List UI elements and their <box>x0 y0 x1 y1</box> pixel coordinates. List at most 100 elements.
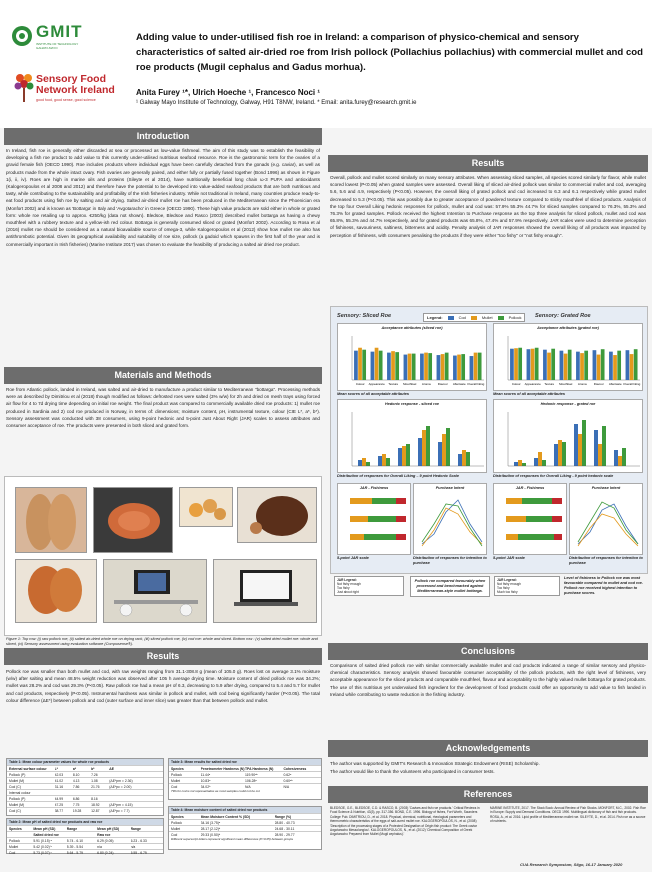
table-cell: Species <box>9 826 22 831</box>
legend-label-pollock: Pollock <box>508 315 522 320</box>
bar-cod <box>370 351 375 380</box>
bar-cod <box>354 350 358 380</box>
poster-authors: Anita Furey ¹*, Ulrich Hoeche ¹, Frances… <box>136 88 321 97</box>
table-cell: Cod <box>171 832 178 837</box>
jar-chart-grated-title: JAR - Fishiness <box>515 486 545 490</box>
bar-cod <box>510 348 514 380</box>
references-heading: References <box>328 786 648 803</box>
acceptance-chart-grated: Acceptance attributes (grated roe) Colou… <box>493 323 643 391</box>
bar-mullet <box>358 347 362 380</box>
table-2: Table 2: Mean pH of salted dried roe pro… <box>6 818 164 855</box>
bar-cod <box>609 351 613 380</box>
ack-text-2: The author would like to thank the volun… <box>330 769 495 774</box>
x-tick-label: Appearance <box>369 382 386 386</box>
table-3: Table 3: Mean results for salted dried r… <box>168 758 322 800</box>
bar-mullet <box>407 353 412 380</box>
table-row: Pollock 5.91 (0.15) ᵃ 5.74 - 6.10 6.29 (0.0… <box>7 837 163 843</box>
table-cell: Cod (C) <box>9 784 21 789</box>
bar-pollock <box>518 347 523 380</box>
table-cell: Pollock <box>171 820 182 825</box>
jar-sliced-stacked-bars <box>350 498 406 540</box>
purchase-chart-grated: Purchase Intent <box>569 483 643 555</box>
methods-text: Roe from Atlantic pollock, landed in Ire… <box>6 387 320 429</box>
table-cell <box>109 791 161 795</box>
x-tick-label: Colour <box>512 382 521 386</box>
jar-legend-right-3: Much too fishy <box>497 590 518 594</box>
legend-title: Legend: <box>427 315 443 320</box>
results-left-heading: Results <box>4 648 322 665</box>
bar-mullet <box>440 354 445 380</box>
hedonic-chart-grated: Hedonic response - grated roe <box>493 399 643 473</box>
bar-mullet <box>629 354 634 380</box>
table-cell: a* <box>72 766 77 771</box>
table-cell: 28.17 (2.12)ᵇ <box>200 826 221 831</box>
table-cell: Mullet (M) <box>9 802 25 807</box>
table-cell: 5.64 - 5.79 <box>66 850 83 855</box>
table-cell <box>109 773 161 777</box>
table-cell: 6.23 - 6.33 <box>130 838 147 843</box>
table-2-title: Table 2: Mean pH of salted dried roe pro… <box>7 819 163 825</box>
photo-laptop <box>213 559 317 623</box>
table-cell: Pollock (P) <box>9 772 26 777</box>
acceptance-chart-sliced-svg: Colour Appearance Texture Mouthfeel Aroma Fla… <box>351 336 485 386</box>
figure-1 <box>4 476 322 636</box>
table-row: Cod 29.33 (0.50)ᵇ 28.90 - 29.77 <box>169 831 321 837</box>
raw-roe-image <box>26 494 76 550</box>
table-row: Cod (C) 38.77 19.28 12.87 (ΔE*pc = 7.7) <box>7 807 163 813</box>
photo-raw-pollock-roe <box>15 487 87 553</box>
table-row: Cod (C) 31.16 7.86 21.76 (ΔE*pc = 2.00) <box>7 783 163 789</box>
purchase-chart-grated-title: Purchase Intent <box>591 486 621 490</box>
table-header-row: Species Mean pH (SD) Range Mean pH (SD) Rang… <box>7 825 163 831</box>
bar-mullet <box>374 347 379 380</box>
table-cell: Range (%) <box>274 814 292 819</box>
bar-cod <box>543 349 547 380</box>
ack-text-1: The author was supported by GMIT's Resea… <box>330 761 540 766</box>
x-tick-label: Flavour <box>594 382 604 386</box>
table-header-row: External surface colour L* a* b* ΔE <box>7 765 163 771</box>
table-cell: 8.16 <box>91 796 98 801</box>
table-4-body: Species Mean Moisture Content % (SD) Range… <box>169 813 321 837</box>
table-header-row: Species Penetrometer Hardness (N) TPA Hard… <box>169 765 321 771</box>
sensory-figure: Sensory: Sliced Roe Sensory: Grated Roe … <box>330 306 648 574</box>
dist-caption-left: Distribution of responses for Overall Li… <box>337 474 459 478</box>
table-3-title: Table 3: Mean results for salted dried r… <box>169 759 321 765</box>
bar-cod <box>403 354 408 380</box>
poster-header: GMIT INSTITUTE OF TECHNOLOGY GALWAY-MAYO… <box>0 0 652 128</box>
table-cell: n/a <box>130 844 136 849</box>
table-cell <box>131 833 161 837</box>
x-tick-label: Texture <box>544 382 554 386</box>
table-cell: (ΔE*pc = 7.7) <box>109 808 130 813</box>
bar-mullet <box>580 353 584 380</box>
legend-swatch-mullet <box>470 315 477 320</box>
acceptance-chart-grated-svg: Colour Appearance Texture Mouthfeel Aroma Fla… <box>507 336 641 386</box>
table-cell: n/a <box>97 844 102 849</box>
poster-affiliation: ¹ Galway Mayo Institute of Technology, G… <box>136 100 417 106</box>
photo-sliced-pollock <box>179 487 233 527</box>
table-cell: Cod <box>171 784 178 789</box>
table-cell: Cod (C) <box>9 808 21 813</box>
sfni-logo: Sensory Food Network Ireland good food, … <box>10 70 130 110</box>
bar-cod <box>436 355 441 380</box>
purchase-chart-sliced: Purchase Intent <box>413 483 487 555</box>
table-cell: 28.90 - 29.77 <box>274 832 295 837</box>
table-cell: Species <box>171 766 184 771</box>
table-subheader-row: Salted dried roe Raw roe <box>7 831 163 837</box>
table-row: Mullet 10.83ᵃ 106.28ᵃ 0.60ᵃᵇ <box>169 777 321 783</box>
x-tick-label: Overall liking <box>623 382 641 386</box>
jar-left-caption: 5-point JAR scale <box>337 556 369 560</box>
photo-sensory-booth <box>103 559 207 623</box>
table-cell: Mean Moisture Content % (SD) <box>200 814 250 819</box>
note-left: Pollock roe compared favourably when pro… <box>414 579 486 593</box>
bar-pollock <box>633 349 638 380</box>
references-right: MARINE INSTITUTE, 2017. The Stock Book: … <box>490 806 646 824</box>
table-cell: 6.80 (0.24) <box>97 850 114 855</box>
hedonic-grated-bars <box>514 420 626 466</box>
table-cell: 41.02 <box>54 778 64 783</box>
table-cell: 11.44ᵃ <box>200 772 211 777</box>
table-cell <box>109 797 161 801</box>
bar-cod <box>625 350 630 380</box>
table-cell: 5.74 - 6.10 <box>66 838 83 843</box>
purchase-right-caption: Distribution of responses for intention … <box>569 556 643 565</box>
table-cell: 44.99 <box>54 796 64 801</box>
table-row: Mullet (M) 41.02 4.13 1.08 (ΔE*pm = 2.36) <box>7 777 163 783</box>
